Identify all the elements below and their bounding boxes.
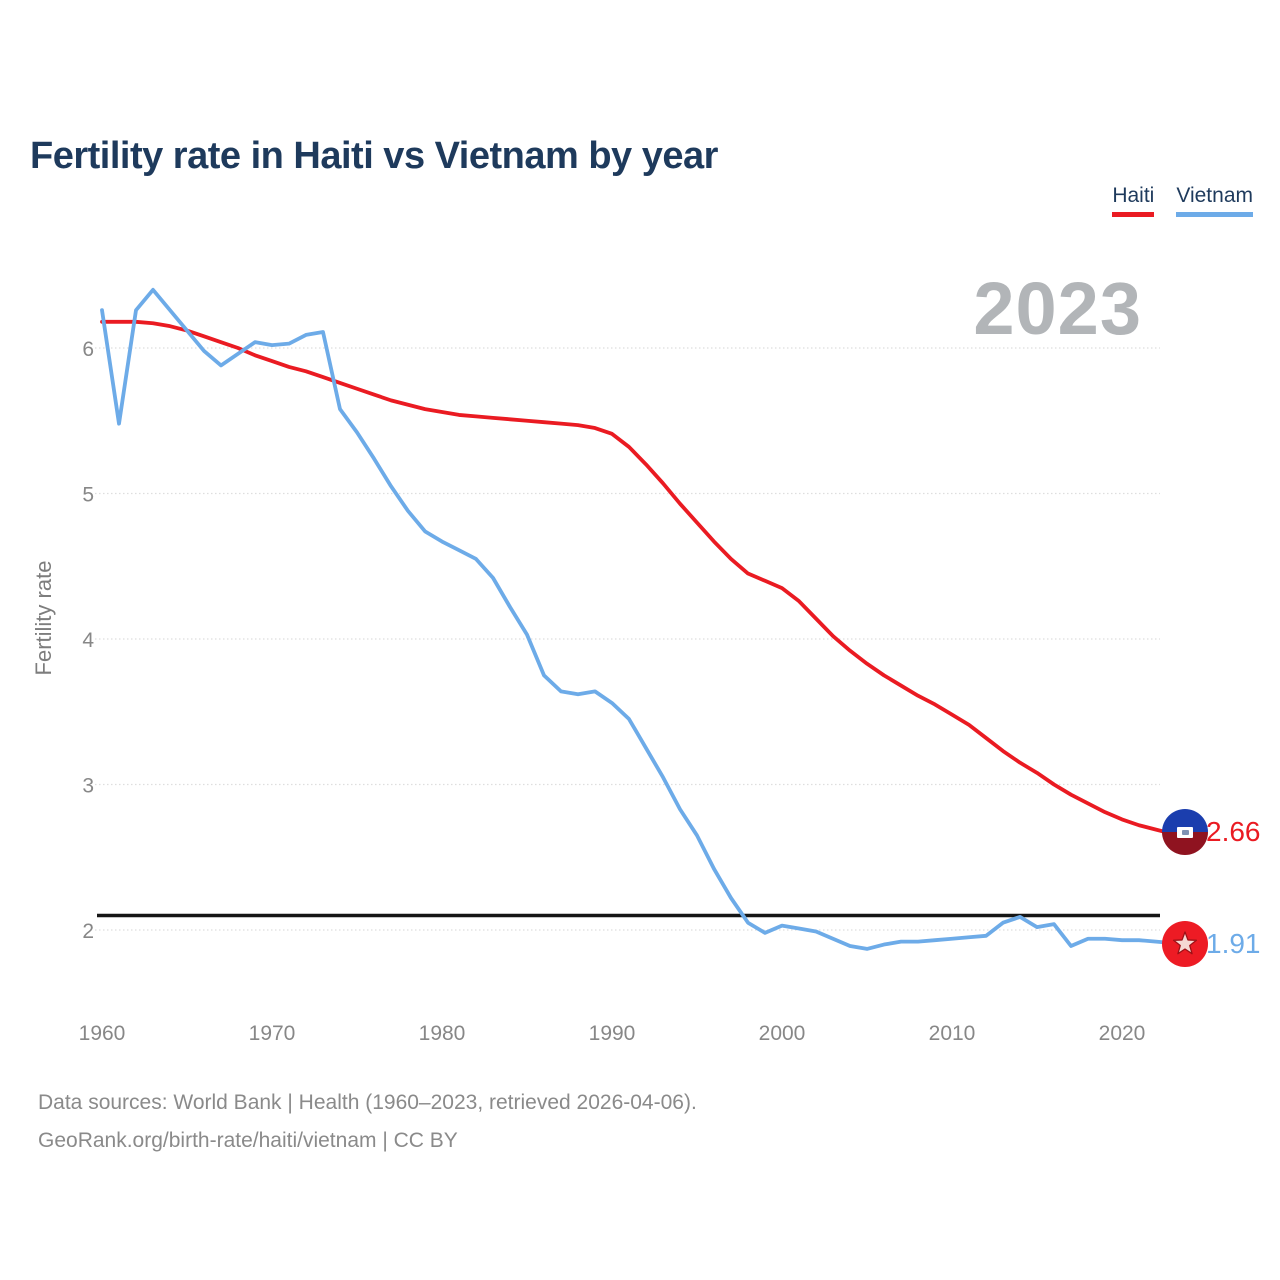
footer-line-1: Data sources: World Bank | Health (1960–… — [38, 1091, 697, 1114]
y-tick-label: 6 — [82, 338, 94, 361]
haiti-line[interactable] — [100, 319, 1175, 836]
y-tick-label: 2 — [82, 920, 94, 943]
chart-legend: Haiti Vietnam — [1112, 184, 1253, 217]
legend-item-vietnam[interactable]: Vietnam — [1176, 184, 1253, 217]
y-tick-label: 3 — [82, 775, 94, 798]
x-tick-label: 1960 — [79, 1022, 126, 1045]
year-watermark: 2023 — [973, 267, 1142, 350]
x-tick-label: 1980 — [419, 1022, 466, 1045]
page-title: Fertility rate in Haiti vs Vietnam by ye… — [30, 135, 718, 178]
vietnam-line[interactable] — [100, 287, 1175, 951]
x-tick-label: 2010 — [929, 1022, 976, 1045]
y-tick-label: 5 — [82, 484, 94, 507]
x-tick-label: 2020 — [1099, 1022, 1146, 1045]
data-source-footer: Data sources: World Bank | Health (1960–… — [38, 1084, 697, 1160]
x-tick-label: 1990 — [589, 1022, 636, 1045]
star-icon — [1172, 931, 1198, 955]
x-tick-label: 1970 — [249, 1022, 296, 1045]
y-tick-label: 4 — [82, 629, 94, 652]
vietnam-endpoint-value: 1.91 — [1206, 928, 1261, 959]
x-tick-label: 2000 — [759, 1022, 806, 1045]
haiti-flag-icon — [1162, 809, 1208, 855]
legend-item-haiti[interactable]: Haiti — [1112, 184, 1155, 217]
haiti-flag-emblem — [1177, 826, 1193, 838]
vietnam-flag-icon — [1162, 921, 1208, 967]
haiti-endpoint-value: 2.66 — [1206, 816, 1261, 847]
footer-line-2: GeoRank.org/birth-rate/haiti/vietnam | C… — [38, 1129, 458, 1152]
